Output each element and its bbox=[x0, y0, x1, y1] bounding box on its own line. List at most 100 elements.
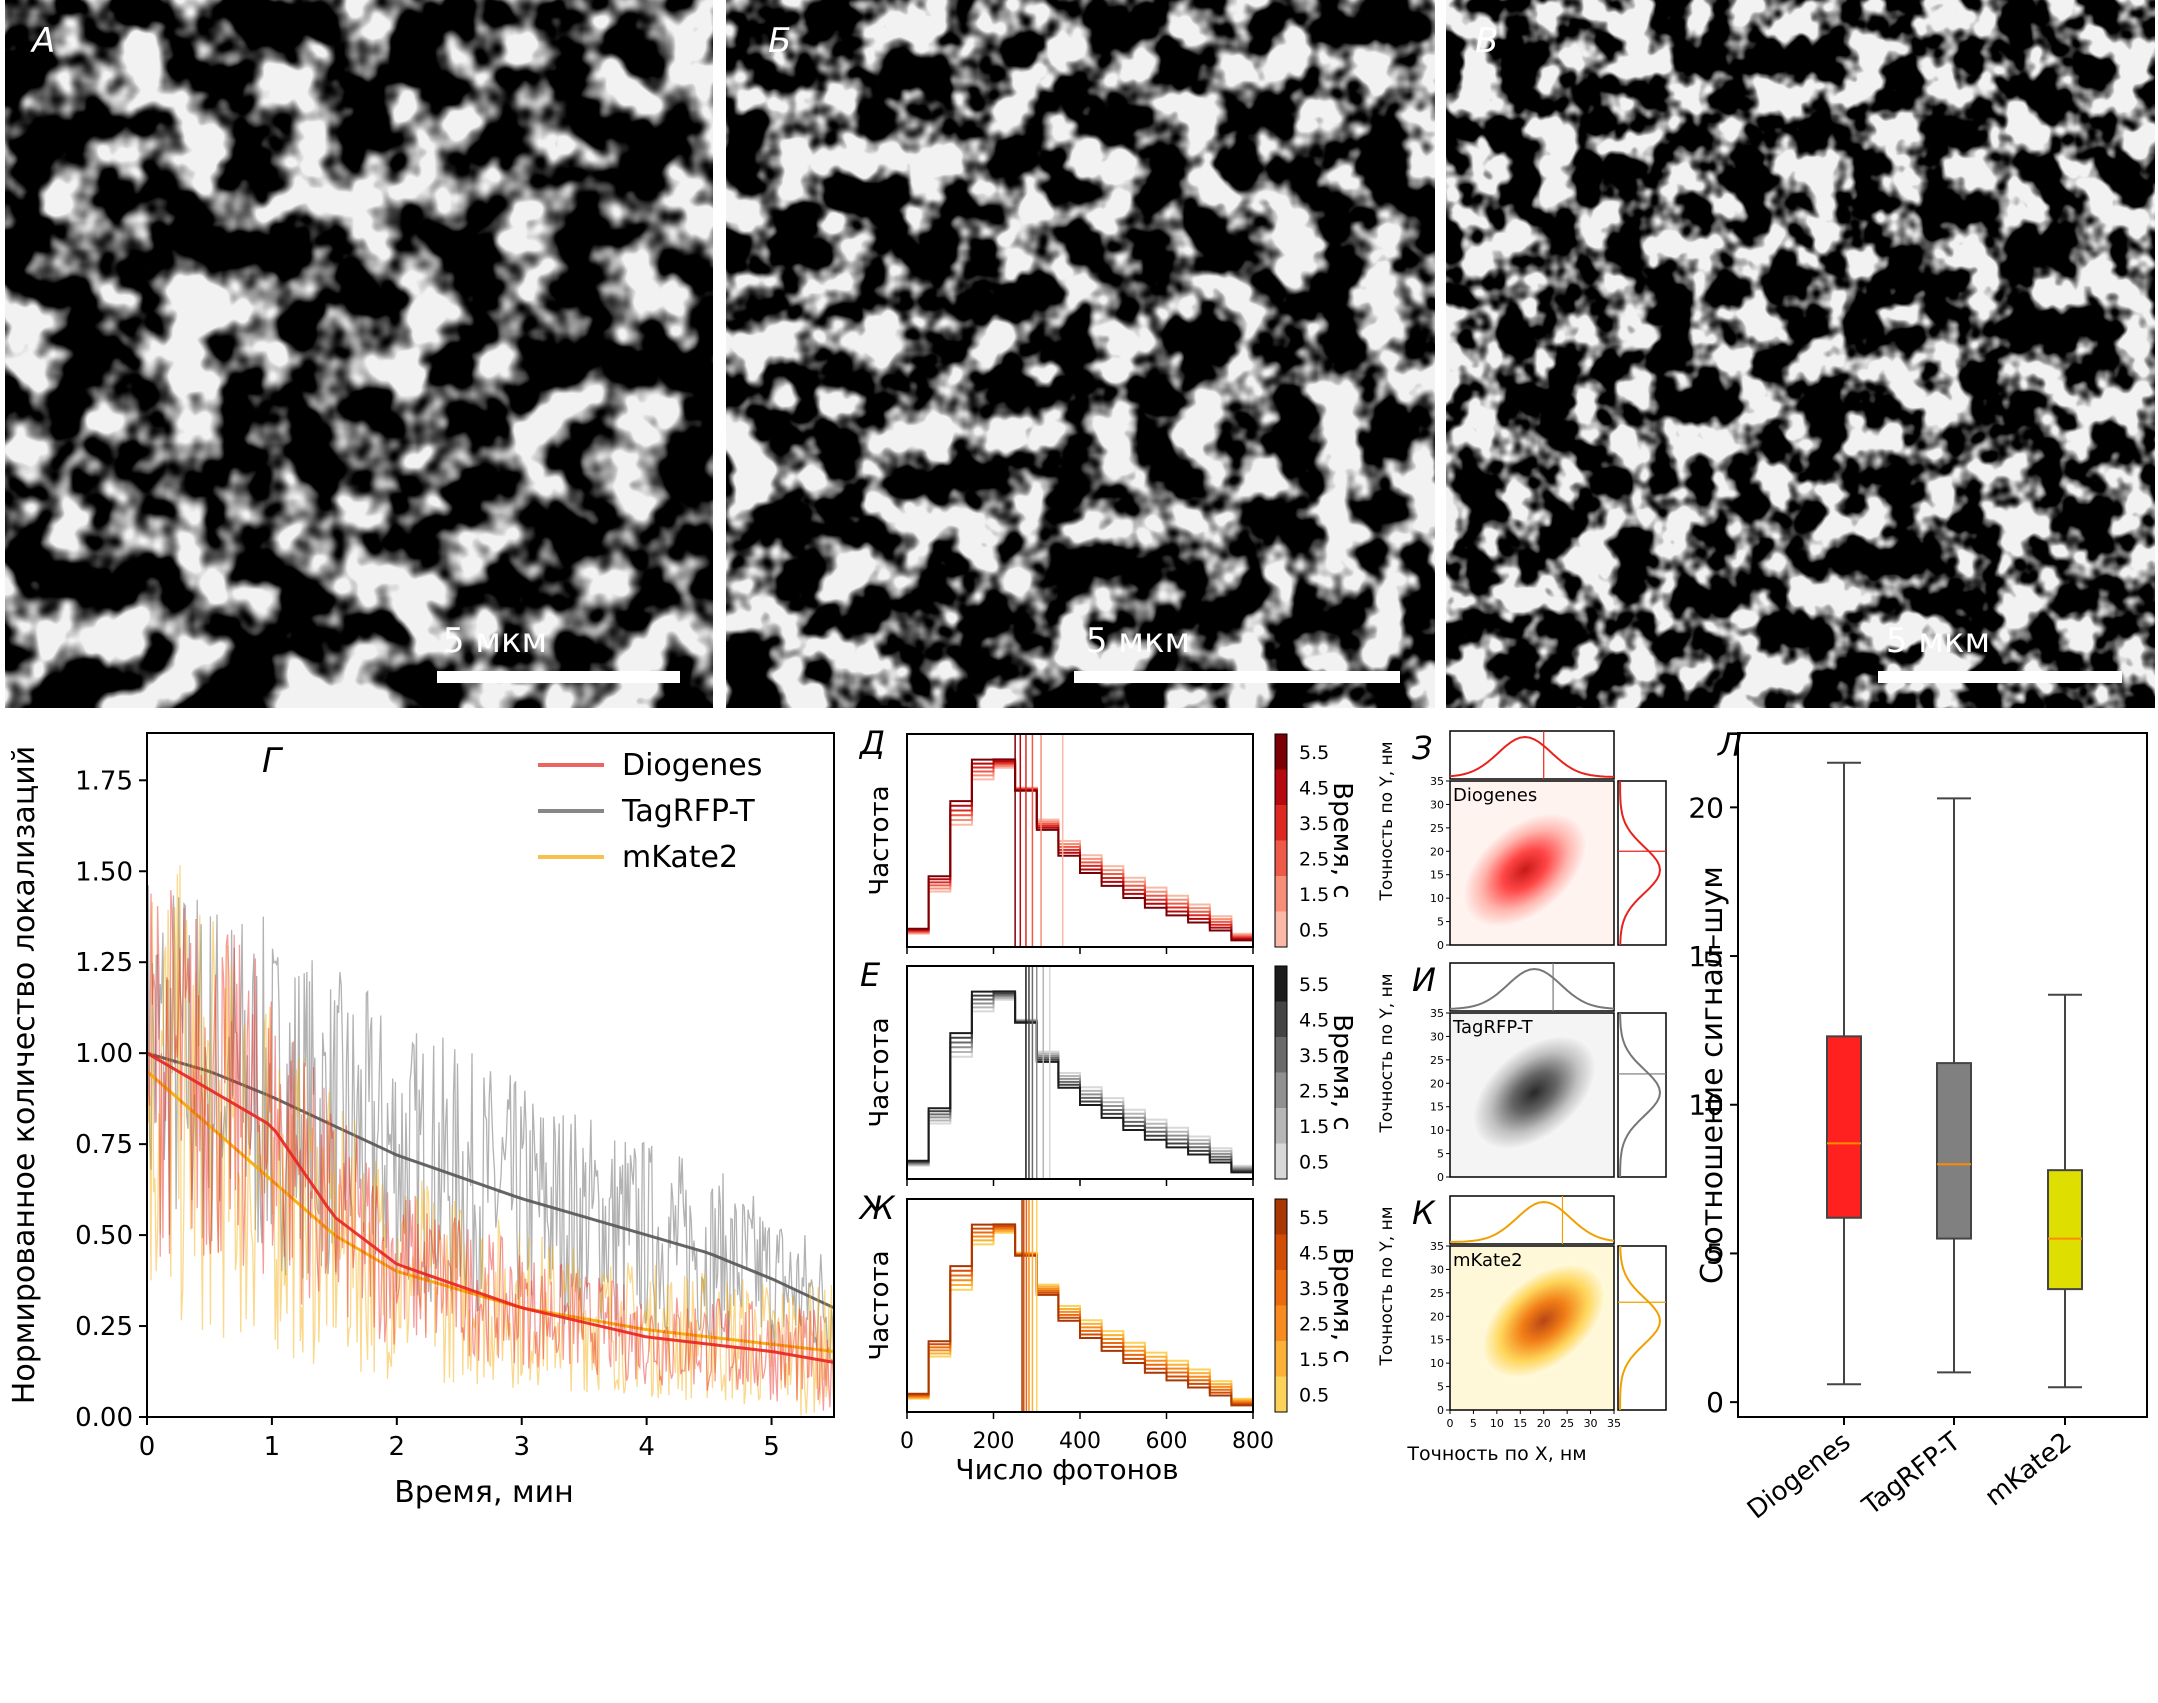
hist-step-5.5 bbox=[906, 1223, 1254, 1412]
hist-xtick-label: 400 bbox=[1059, 1429, 1101, 1454]
hist-step-4.5 bbox=[906, 760, 1254, 947]
colorbar-tick-label: 2.5 bbox=[1299, 1313, 1329, 1335]
timecourse-xtick-label: 4 bbox=[638, 1432, 655, 1462]
timecourse-ytick-label: 1.75 bbox=[75, 766, 133, 796]
box-body bbox=[1936, 1062, 1972, 1240]
heat-ytick-label: 20 bbox=[1430, 1077, 1444, 1090]
hist-step-4.5 bbox=[906, 992, 1254, 1179]
colorbar-segment bbox=[1275, 1108, 1287, 1144]
heat-xtick-label: 15 bbox=[1513, 1417, 1527, 1430]
heat-ylabel: Точность по Y, нм bbox=[1377, 1206, 1397, 1366]
heat-ytick-label: 30 bbox=[1430, 1030, 1444, 1043]
heat-top-marginal-frame bbox=[1449, 730, 1615, 780]
colorbar-frame bbox=[1274, 1198, 1288, 1413]
hist-xtick-label: 800 bbox=[1232, 1429, 1274, 1454]
micrograph-b: Б 5 мкм bbox=[726, 0, 1435, 708]
timecourse-legend: Diogenes TagRFP-T mKate2 bbox=[538, 748, 762, 875]
colorbar-tick-label: 3.5 bbox=[1299, 1045, 1329, 1067]
timecourse-ytick-label: 0.75 bbox=[75, 1130, 133, 1160]
hist-panel-1: Д Частота 0.5 1.5 2.5 3.5 4.5 5.5 Время, с bbox=[858, 724, 1357, 954]
micrograph-a-scalebar bbox=[437, 671, 680, 683]
timecourse-xtick-label: 3 bbox=[513, 1432, 530, 1462]
heat-ytick-label: 25 bbox=[1430, 1287, 1444, 1300]
timecourse-chart: 0 1 2 3 4 5 0.00 0.25 0.50 0.75 1.00 1.25 1.50 1.75 Г… bbox=[7, 732, 835, 1510]
colorbar-label: Время, с bbox=[1327, 1014, 1357, 1130]
heat-ytick-label: 0 bbox=[1437, 1171, 1444, 1184]
timecourse-ytick-label: 0.00 bbox=[75, 1403, 133, 1433]
heat-ytick-label: 30 bbox=[1430, 1263, 1444, 1276]
trace-mean-diogenes bbox=[146, 1051, 835, 1364]
box-body bbox=[2047, 1169, 2083, 1291]
hist-panel-2: Е Частота 0.5 1.5 2.5 3.5 4.5 5.5 Время, с bbox=[860, 956, 1357, 1186]
heat-right-marginal-curve bbox=[1619, 1012, 1662, 1177]
micrograph-c-label: В bbox=[1475, 21, 1498, 61]
micrograph-a: А 5 мкм bbox=[5, 0, 713, 708]
legend-label-tagrfp-t: TagRFP-T bbox=[621, 794, 755, 829]
heat-ytick-label: 30 bbox=[1430, 798, 1444, 811]
hist-panel-label: Д bbox=[858, 724, 885, 762]
heat-frame bbox=[1449, 1012, 1615, 1178]
legend-label-diogenes: Diogenes bbox=[622, 748, 762, 783]
hist-panel-label: Е bbox=[860, 956, 881, 994]
heat-xtick-label: 0 bbox=[1447, 1417, 1454, 1430]
heat-ytick-label: 15 bbox=[1430, 1334, 1444, 1347]
heat-right-marginal-frame bbox=[1617, 1245, 1667, 1411]
hist-step-5.5 bbox=[906, 990, 1254, 1179]
micrograph-b-scale-text: 5 мкм bbox=[1086, 621, 1190, 661]
timecourse-panel-label: Г bbox=[262, 741, 284, 781]
trace-mean-tagrfp-t bbox=[146, 1051, 835, 1310]
colorbar-tick-label: 0.5 bbox=[1299, 919, 1329, 941]
heat-series-name: mKate2 bbox=[1453, 1250, 1523, 1271]
timecourse-xlabel: Время, мин bbox=[394, 1475, 574, 1510]
heat-top-marginal-curve bbox=[1449, 735, 1615, 778]
hist-ylabel: Частота bbox=[865, 1250, 895, 1360]
heat-right-marginal-frame bbox=[1617, 780, 1667, 946]
heat-ytick-label: 10 bbox=[1430, 1124, 1444, 1137]
colorbar-segment bbox=[1275, 1143, 1287, 1179]
heat-xtick-label: 35 bbox=[1607, 1417, 1621, 1430]
box-diogenes: Diogenes bbox=[1742, 761, 1862, 1525]
heat-ytick-label: 0 bbox=[1437, 939, 1444, 952]
colorbar-tick-label: 5.5 bbox=[1299, 742, 1329, 764]
colorbar-segment bbox=[1275, 734, 1287, 770]
heat-xtick-label: 5 bbox=[1470, 1417, 1477, 1430]
hist-step-4.5 bbox=[906, 1225, 1254, 1412]
heat-xtick-label: 10 bbox=[1490, 1417, 1504, 1430]
timecourse-ytick-label: 0.25 bbox=[75, 1312, 133, 1342]
trace-noise-tagrfp-t bbox=[146, 885, 835, 1361]
heat-series-name: TagRFP-T bbox=[1452, 1017, 1534, 1038]
colorbar-segment bbox=[1275, 876, 1287, 912]
heat-top-marginal-curve bbox=[1450, 1200, 1615, 1243]
heat-right-marginal-frame bbox=[1617, 1012, 1667, 1178]
timecourse-ytick-label: 1.00 bbox=[75, 1039, 133, 1069]
precision-heatmaps: Diogenes 0 5 10 15 20 25 30 35 Точность по Y, нм З… bbox=[1377, 729, 1667, 1430]
boxplot-ylabel: Соотношение сигнал–шум bbox=[1695, 866, 1730, 1284]
heat-ylabel: Точность по Y, нм bbox=[1377, 973, 1397, 1133]
heat-xtick-label: 30 bbox=[1584, 1417, 1598, 1430]
colorbar-segment bbox=[1275, 1270, 1287, 1306]
heat-top-marginal-curve bbox=[1449, 967, 1615, 1010]
colorbar-tick-label: 1.5 bbox=[1299, 1349, 1329, 1371]
heat-ytick-label: 15 bbox=[1430, 869, 1444, 882]
box-body bbox=[1826, 1035, 1862, 1219]
colorbar-segment bbox=[1275, 1376, 1287, 1412]
box-tagrfp-t: TagRFP-T bbox=[1856, 797, 1972, 1522]
hist-ylabel: Частота bbox=[865, 1017, 895, 1127]
colorbar-tick-label: 4.5 bbox=[1299, 1009, 1329, 1031]
heat-top-marginal-frame bbox=[1449, 1195, 1615, 1245]
heat-ytick-label: 25 bbox=[1430, 822, 1444, 835]
boxplot-ytick-label: 15 bbox=[1688, 940, 1724, 973]
colorbar-tick-label: 0.5 bbox=[1299, 1384, 1329, 1406]
colorbar-tick-label: 5.5 bbox=[1299, 974, 1329, 996]
trace-noise-mkate2 bbox=[146, 865, 835, 1416]
colorbar-segment bbox=[1275, 1234, 1287, 1270]
colorbar-segment bbox=[1275, 966, 1287, 1002]
heat-ytick-label: 25 bbox=[1430, 1054, 1444, 1067]
hist-xlabel: Число фотонов bbox=[955, 1453, 1178, 1486]
colorbar-segment bbox=[1275, 1305, 1287, 1341]
heat-ytick-label: 5 bbox=[1437, 1381, 1444, 1394]
hist-ylabel: Частота bbox=[865, 785, 895, 895]
trace-mean-mkate2 bbox=[146, 1070, 835, 1353]
snr-boxplot: Diogenes TagRFP-T mKate2 0 5 10 15 20 bbox=[1688, 732, 2148, 1525]
timecourse-xtick-label: 2 bbox=[389, 1432, 406, 1462]
